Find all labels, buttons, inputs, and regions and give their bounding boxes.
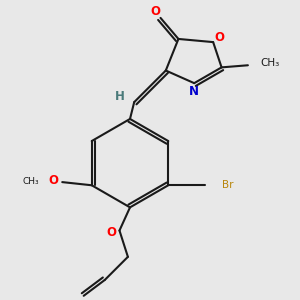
Text: Br: Br xyxy=(222,180,233,190)
Text: CH₃: CH₃ xyxy=(22,177,39,186)
Text: N: N xyxy=(189,85,199,98)
Text: O: O xyxy=(49,173,59,187)
Text: O: O xyxy=(214,32,224,44)
Text: O: O xyxy=(150,5,160,18)
Text: O: O xyxy=(106,226,116,239)
Text: CH₃: CH₃ xyxy=(260,58,280,68)
Text: H: H xyxy=(115,90,124,103)
